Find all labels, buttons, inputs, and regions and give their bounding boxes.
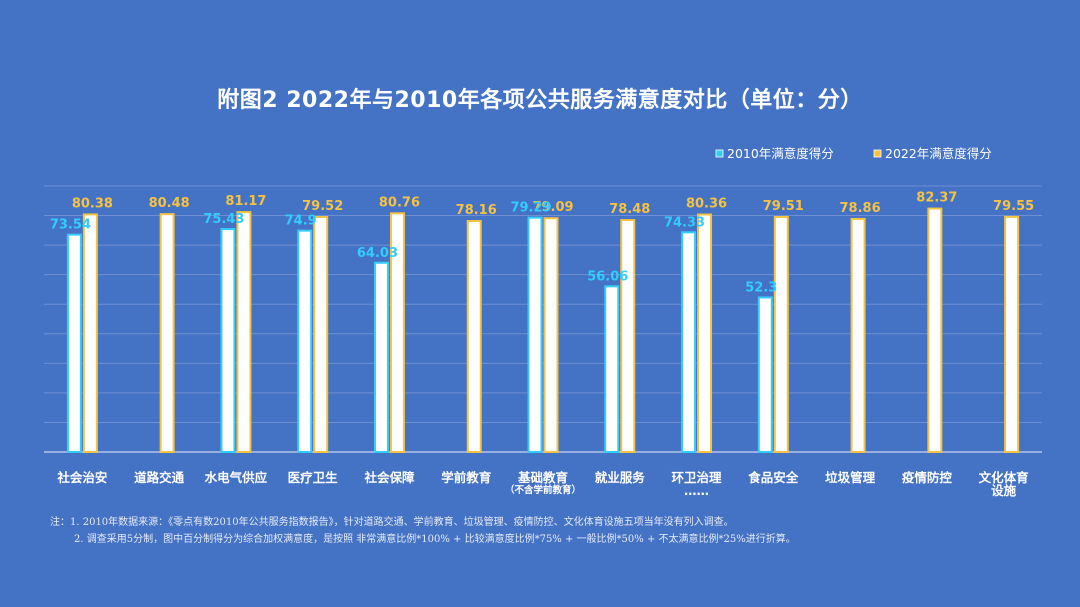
data-label-2010-8: 56.06: [587, 269, 628, 284]
data-label-2022-6: 78.16: [456, 203, 497, 218]
bar-2010-1: [66, 233, 82, 453]
x-tick-label-13-line2: 设施: [991, 483, 1017, 498]
data-label-2010-1: 73.54: [50, 218, 91, 233]
x-tick-label-4: 医疗卫生: [288, 470, 339, 485]
data-label-2010-4: 74.9: [285, 214, 317, 229]
data-label-2022-11: 78.86: [840, 201, 881, 216]
bar-2010-8: [604, 285, 620, 453]
data-label-2022-1: 80.38: [72, 196, 113, 211]
x-tick-label-9: 环卫治理: [672, 470, 723, 485]
bar-2022-4: [313, 215, 329, 453]
bar-2022-10: [773, 216, 789, 453]
data-label-2022-2: 80.48: [149, 196, 190, 211]
bar-2010-4: [297, 229, 313, 453]
bar-2022-5: [389, 212, 405, 453]
bar-2022-11: [850, 217, 866, 453]
x-tick-label-7: 基础教育: [517, 470, 569, 485]
bar-2022-13: [1004, 215, 1020, 453]
data-label-2022-5: 80.76: [379, 195, 420, 210]
x-tick-label-12: 疫情防控: [902, 470, 953, 485]
data-label-2022-10: 79.51: [763, 199, 804, 214]
x-tick-label-3: 水电气供应: [205, 470, 268, 485]
legend-label-2: 2022年满意度得分: [885, 146, 992, 161]
legend-swatch-1: [715, 149, 724, 158]
x-tick-label-11: 垃圾管理: [825, 470, 876, 485]
x-tick-label-7-line2: （不含学前教育）: [505, 484, 581, 496]
data-label-2022-3: 81.17: [225, 194, 266, 209]
bar-2010-5: [373, 261, 389, 453]
bar-2010-3: [220, 228, 236, 453]
bar-2022-12: [927, 207, 943, 453]
bar-2022-6: [466, 219, 482, 453]
data-label-2022-12: 82.37: [916, 191, 957, 206]
x-tick-label-1: 社会治安: [56, 470, 107, 485]
x-tick-label-8: 就业服务: [595, 470, 646, 485]
data-label-2010-7: 79.29: [510, 201, 551, 216]
data-label-2010-3: 75.43: [203, 212, 244, 227]
data-label-2022-9: 80.36: [686, 196, 727, 211]
bar-2022-3: [236, 211, 252, 453]
legend-swatch-2: [873, 149, 882, 158]
bar-2010-9: [681, 231, 697, 453]
bar-2022-8: [620, 219, 636, 453]
data-label-2010-9: 74.33: [664, 215, 705, 230]
x-tick-label-10: 食品安全: [747, 470, 799, 485]
x-tick-label-6: 学前教育: [441, 470, 492, 485]
data-label-2022-8: 78.48: [609, 202, 650, 217]
x-tick-label-2: 道路交通: [134, 470, 185, 485]
x-tick-label-5: 社会保障: [363, 470, 415, 485]
bar-2010-10: [757, 296, 773, 453]
x-tick-label-9-line2: ……: [684, 483, 709, 498]
bar-2022-9: [697, 213, 713, 453]
bar-2022-7: [543, 217, 559, 453]
data-label-2010-10: 52.3: [745, 280, 777, 295]
footnotes: 注：1. 2010年数据来源：《零点有数2010年公共服务指数报告》，针对道路交…: [50, 514, 1060, 548]
x-tick-label-13: 文化体育: [979, 470, 1030, 485]
chart-title: 附图2 2022年与2010年各项公共服务满意度对比（单位：分）: [217, 88, 863, 113]
footnote-2: 2. 调查采用5分制，图中百分制得分为综合加权满意度，是按照 非常满意比例*10…: [74, 534, 796, 545]
bar-2022-2: [159, 213, 175, 453]
data-label-2022-13: 79.55: [993, 199, 1034, 214]
data-label-2010-5: 64.03: [357, 246, 398, 261]
bar-2010-7: [527, 216, 543, 453]
footnote-1: 注：1. 2010年数据来源：《零点有数2010年公共服务指数报告》，针对道路交…: [50, 517, 734, 528]
data-label-2022-4: 79.52: [302, 199, 343, 214]
data-label-2022-7: 79.09: [532, 200, 573, 215]
bar-2022-1: [82, 213, 98, 453]
legend-label-1: 2010年满意度得分: [727, 146, 834, 161]
